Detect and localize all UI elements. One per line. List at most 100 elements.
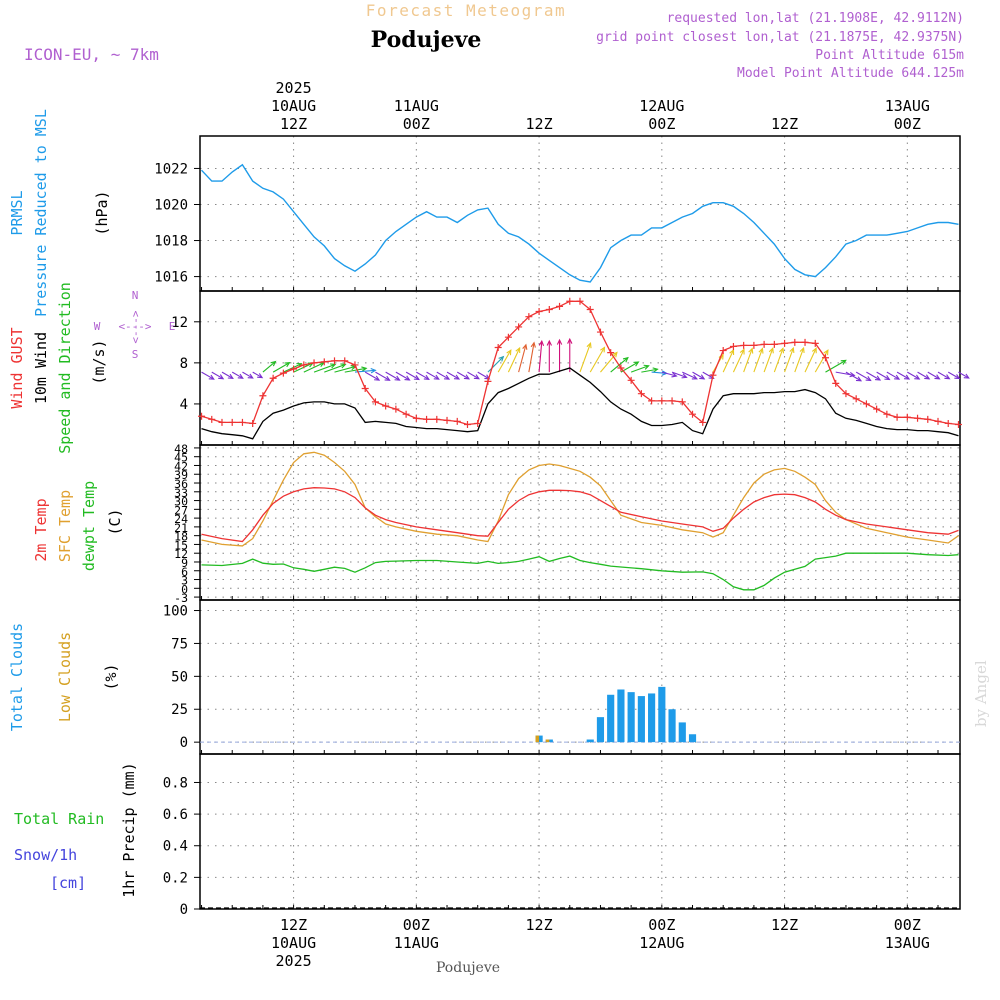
y-tick-label: 75 [171, 636, 188, 652]
wind-arrow-head [944, 374, 951, 380]
gust-marker [627, 376, 635, 384]
wind-arrow [375, 371, 391, 381]
wind-arrow-head [904, 374, 911, 380]
wind-arrow-shaft [753, 348, 763, 373]
wind-arrow-shaft [507, 347, 521, 373]
low-clouds-bar [545, 739, 550, 743]
gust-marker [249, 419, 257, 427]
wind-arrow [567, 337, 573, 373]
wind-arrow [405, 371, 420, 381]
wind-gust-label: Wind GUST [8, 327, 26, 408]
pressure-label-2: Pressure Reduced to MSL [32, 109, 50, 317]
gust-marker [535, 308, 543, 316]
wind-arrow [518, 343, 528, 373]
gust-marker [545, 305, 553, 313]
gust-marker [351, 361, 359, 369]
panel-frame [199, 290, 961, 446]
panel-pressure: 1016 1018 1020 1022 [154, 135, 961, 292]
wind-arrow [630, 364, 650, 373]
wind-arrow-shaft [221, 371, 234, 379]
wind-arrow-shaft [538, 341, 543, 373]
wind-arrow-shaft [231, 371, 244, 379]
gust-marker [811, 339, 819, 347]
top-time-label: 00Z [648, 115, 675, 133]
bottom-time-label: 13AUG [885, 934, 930, 952]
wind-arrow-head [612, 351, 618, 358]
wind-arrow [487, 355, 505, 373]
gust-marker [392, 405, 400, 413]
gust-marker [423, 415, 431, 423]
y-tick-label: 24 [174, 512, 188, 526]
clouds-unit: (%) [102, 663, 120, 690]
y-tick-label: 27 [174, 503, 188, 517]
gust-marker [198, 412, 206, 420]
y-tick-label: 1022 [154, 161, 188, 177]
temp-2m-label: 2m Temp [32, 498, 50, 561]
gust-marker [474, 419, 482, 427]
wind-arrow-head [284, 362, 291, 368]
wind-arrow [556, 338, 563, 373]
snow-label: Snow/1h [14, 846, 77, 864]
wind-arrow-head [515, 346, 521, 354]
y-tick-label: 12 [174, 547, 188, 561]
wind-arrow-shaft [456, 371, 470, 380]
wind-arrow-head [691, 374, 698, 380]
gust-marker [259, 392, 267, 400]
y-tick-label: 33 [174, 486, 188, 500]
wind-arrow-head [681, 373, 688, 379]
gust-marker [617, 364, 625, 372]
wind-arrow [579, 342, 592, 373]
gust-marker [320, 358, 328, 366]
panel-precip: 0 0.2 0.4 0.6 0.8 [163, 753, 961, 918]
temp-sfc-label: SFC Temp [56, 490, 74, 562]
wind-arrow [845, 371, 863, 382]
wind-arrow-shaft [937, 371, 950, 380]
total-clouds-bar [607, 694, 615, 743]
bottom-time-label: 12Z [526, 916, 553, 934]
wind-arrow-head [227, 373, 234, 379]
wind-arrow [886, 371, 901, 380]
wind-arrow [589, 346, 606, 373]
wind-arrow-head [208, 374, 215, 380]
wind-arrow-shaft [630, 365, 649, 373]
panel-frame [199, 444, 961, 601]
wind-arrow [477, 371, 491, 380]
wind-arrow-shaft [252, 371, 263, 379]
wind-arrow-head [633, 361, 640, 367]
wind-arrow-shaft [907, 371, 920, 380]
gust-marker [433, 415, 441, 423]
wind-arrow [242, 371, 254, 379]
total-clouds-bar [688, 734, 697, 743]
gust-marker [658, 397, 666, 405]
wind-arrow-shaft [436, 371, 450, 380]
wind-arrow-head [546, 339, 552, 346]
y-tick-label: -3 [174, 591, 188, 605]
wind-arrow-head [237, 373, 244, 379]
wind-arrow-head [404, 375, 411, 381]
wind-arrow [732, 348, 745, 373]
wind-arrow-shaft [784, 347, 794, 373]
wind-arrow [937, 371, 951, 380]
gust-marker [801, 338, 809, 346]
wind-arrow-head [874, 375, 882, 381]
wind-arrow [763, 347, 774, 373]
wind-arrow [497, 349, 512, 373]
y-tick-label: 18 [174, 530, 188, 544]
wind-arrow [395, 371, 411, 381]
gust-marker [832, 379, 840, 387]
gust-marker [371, 398, 379, 406]
y-tick-label: 25 [171, 702, 188, 718]
y-tick-label: 1016 [154, 270, 188, 286]
wind-arrow-shaft [211, 371, 224, 380]
wind-arrow [211, 371, 225, 380]
wind-arrow [456, 371, 471, 380]
wind-arrow-shaft [682, 371, 698, 380]
gust-marker [556, 302, 564, 310]
y-tick-label: 50 [171, 669, 188, 685]
wind-10m-series-line [201, 367, 959, 440]
gust-marker [290, 365, 298, 373]
wind-arrow-shaft [467, 371, 480, 380]
wind-arrow-shaft [487, 356, 504, 373]
gust-marker [862, 400, 870, 408]
